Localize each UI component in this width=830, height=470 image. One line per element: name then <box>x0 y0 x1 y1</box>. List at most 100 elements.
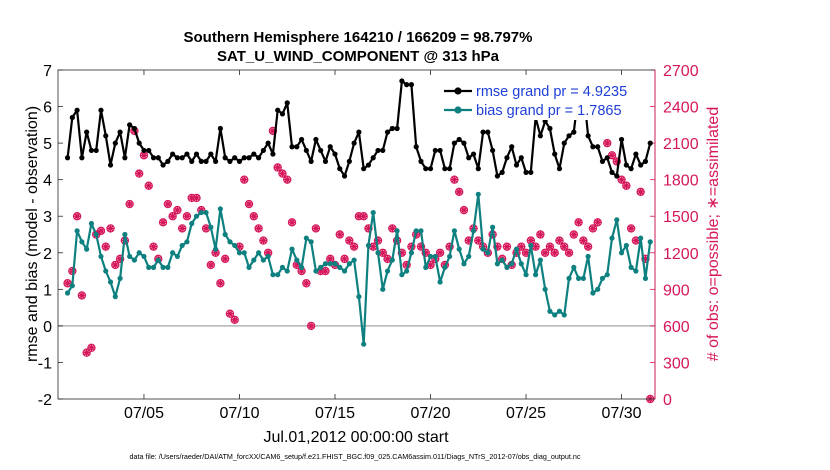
bias-point <box>451 228 458 234</box>
bias-point <box>313 268 319 274</box>
bias-point <box>279 264 286 270</box>
obs-assimilated-stroke <box>140 152 147 159</box>
bias-point <box>184 239 190 245</box>
bias-point <box>332 261 338 267</box>
obs-assimilated-marker <box>159 218 167 226</box>
obs-assimilated-marker <box>574 218 583 226</box>
obs-assimilated-stroke <box>222 255 229 262</box>
rmse-point <box>408 82 415 88</box>
rmse-point <box>384 129 391 135</box>
rmse-point <box>179 155 185 161</box>
obs-assimilated-stroke <box>355 213 362 220</box>
bias-point <box>623 242 629 249</box>
obs-assimilated-marker <box>594 218 602 226</box>
bias-point <box>84 246 90 252</box>
obs-assimilated-marker <box>83 349 91 357</box>
obs-assimilated-stroke <box>126 201 133 208</box>
obs-assimilated-stroke <box>632 237 639 244</box>
plot-area <box>58 70 655 399</box>
obs-assimilated-stroke <box>241 176 248 183</box>
obs-assimilated-stroke <box>437 249 444 256</box>
rmse-point <box>217 125 223 132</box>
obs-assimilated-marker <box>345 236 353 245</box>
obs-assimilated-stroke <box>203 225 210 232</box>
obs-assimilated-stroke <box>226 310 233 317</box>
left-tick-label: 7 <box>43 63 52 80</box>
bias-point <box>638 235 644 241</box>
bias-point <box>155 257 161 263</box>
obs-assimilated-marker <box>202 224 210 233</box>
legend-rmse-marker <box>454 87 462 95</box>
rmse-point <box>88 147 95 154</box>
bias-point <box>542 286 548 292</box>
bias-point <box>556 308 563 314</box>
rmse-point <box>222 155 228 161</box>
bias-point <box>494 261 500 267</box>
obs-assimilated-marker <box>63 279 72 287</box>
obs-assimilated-marker <box>584 243 592 251</box>
rmse-point <box>490 147 496 154</box>
obs-assimilated-marker <box>340 255 349 263</box>
obs-assimilated-stroke <box>637 188 644 195</box>
obs-assimilated-stroke <box>346 237 353 244</box>
bias-point <box>251 257 257 263</box>
obs-assimilated-stroke <box>303 280 310 287</box>
rmse-point <box>470 151 477 157</box>
right-tick-label: 1800 <box>663 173 699 190</box>
rmse-point <box>418 158 424 164</box>
obs-assimilated-stroke <box>594 219 601 226</box>
left-tick-label: 4 <box>43 173 52 190</box>
rmse-point <box>327 144 333 150</box>
bias-point <box>566 275 572 281</box>
right-tick-label: 1500 <box>663 209 699 226</box>
bias-point <box>284 268 290 274</box>
obs-assimilated-stroke <box>527 237 534 244</box>
bias-point <box>146 264 152 270</box>
rmse-point <box>599 158 606 164</box>
bias-point <box>241 250 247 256</box>
obs-assimilated-marker <box>250 212 258 220</box>
bias-point <box>447 253 453 260</box>
bias-point <box>466 253 472 260</box>
y-axis-label-right: # of obs: o=possible; ∗=assimilated <box>705 107 722 361</box>
bias-point <box>179 242 185 249</box>
rmse-point <box>332 151 338 157</box>
obs-assimilated-marker <box>436 249 444 257</box>
bias-point <box>356 294 362 300</box>
bias-point <box>79 239 85 245</box>
rmse-point <box>509 144 515 150</box>
obs-assimilated-marker <box>231 316 239 324</box>
bias-point <box>485 250 491 256</box>
obs-assimilated-marker <box>388 224 396 233</box>
obs-assimilated-stroke <box>623 182 630 189</box>
obs-assimilated-stroke <box>360 213 367 220</box>
bias-point <box>289 246 295 252</box>
rmse-point <box>380 147 386 154</box>
obs-assimilated-stroke <box>518 243 525 250</box>
bias-point <box>384 268 391 274</box>
obs-assimilated-stroke <box>64 280 71 287</box>
rmse-point <box>136 140 142 146</box>
obs-assimilated-marker <box>589 224 597 233</box>
obs-assimilated-marker <box>283 176 291 184</box>
bias-point <box>170 250 176 256</box>
rmse-point <box>504 155 510 161</box>
obs-assimilated-marker <box>350 243 358 251</box>
legend-rmse-label: rmse grand pr = 4.9235 <box>476 84 627 100</box>
rmse-point <box>523 169 529 175</box>
obs-assimilated-marker <box>288 218 296 226</box>
series-lines <box>64 78 653 347</box>
rmse-point <box>341 173 348 179</box>
bias-point <box>394 228 400 234</box>
bias-point <box>523 272 529 278</box>
rmse-point <box>298 136 305 143</box>
obs-assimilated-marker <box>145 182 153 190</box>
obs-assimilated-stroke <box>585 243 592 250</box>
x-tick-label: 07/05 <box>124 405 164 422</box>
bias-point <box>308 239 314 245</box>
rmse-point <box>427 166 434 172</box>
x-tick-label: 07/15 <box>315 405 355 422</box>
rmse-point <box>561 140 567 146</box>
obs-assimilated-marker <box>307 322 315 330</box>
bias-point <box>189 220 195 227</box>
